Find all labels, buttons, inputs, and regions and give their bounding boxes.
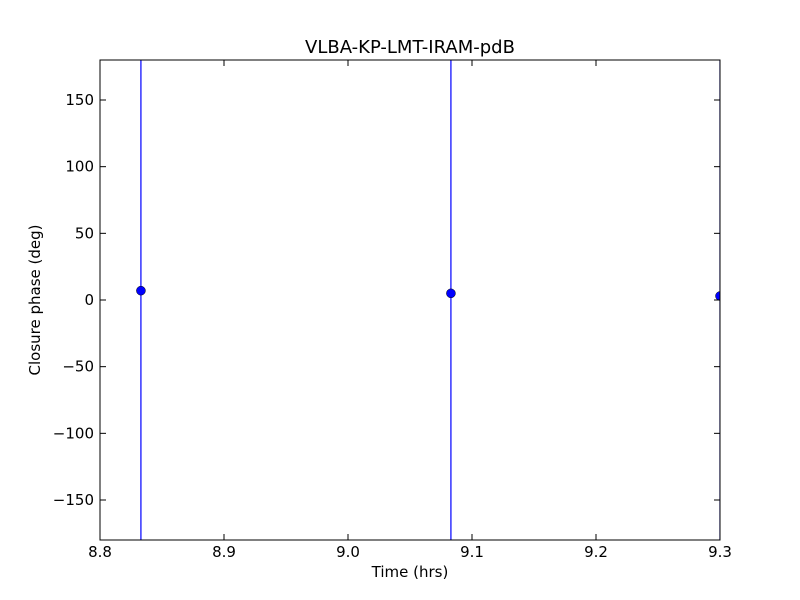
chart-title: VLBA-KP-LMT-IRAM-pdB	[305, 37, 515, 58]
y-tick-label: −100	[53, 424, 94, 442]
x-tick-label: 9.0	[336, 543, 360, 561]
y-tick-label: 100	[65, 158, 94, 176]
x-tick-label: 9.1	[460, 543, 484, 561]
x-tick-label: 8.8	[88, 543, 112, 561]
x-tick-label: 8.9	[212, 543, 236, 561]
data-point	[136, 285, 146, 296]
y-tick-label: 0	[84, 291, 94, 309]
x-tick-label: 9.3	[708, 543, 732, 561]
y-tick-label: 150	[65, 91, 94, 109]
x-tick-label: 9.2	[584, 543, 608, 561]
y-tick-label: −150	[53, 491, 94, 509]
plot-area	[136, 60, 720, 540]
y-tick-label: −50	[62, 358, 94, 376]
y-axis-label: Closure phase (deg)	[26, 225, 44, 376]
x-axis-label: Time (hrs)	[371, 563, 449, 581]
data-point	[715, 291, 720, 301]
data-point	[446, 288, 456, 299]
y-tick-label: 50	[75, 224, 94, 242]
